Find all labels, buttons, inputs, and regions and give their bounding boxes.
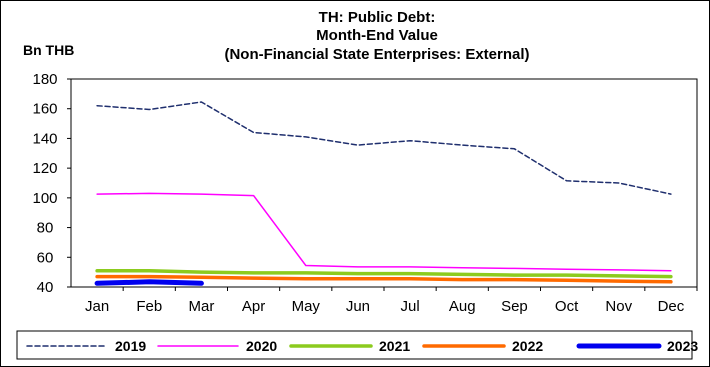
y-tick-label: 180 — [32, 71, 57, 88]
series-line-2023 — [94, 279, 204, 286]
plot-area — [94, 101, 673, 286]
y-tick-label: 140 — [32, 130, 57, 147]
y-tick-label: 60 — [37, 249, 54, 266]
chart-title: TH: Public Debt: Month-End Value (Non-Fi… — [224, 9, 529, 63]
x-tick-label: Oct — [555, 298, 579, 315]
y-tick-label: 100 — [32, 190, 57, 207]
x-tick-label: Mar — [188, 298, 214, 315]
legend-label-2021: 2021 — [379, 338, 410, 354]
x-tick-label: Feb — [136, 298, 162, 315]
chart-title-line-2: Month-End Value — [316, 27, 438, 44]
series-line-2021 — [95, 268, 673, 279]
chart-title-line-3: (Non-Financial State Enterprises: Extern… — [224, 46, 529, 63]
x-tick-label: Sep — [501, 298, 528, 315]
legend-label-2022: 2022 — [512, 338, 543, 354]
y-tick-label: 160 — [32, 101, 57, 118]
legend-label-2023: 2023 — [667, 338, 698, 354]
series-line-2019 — [96, 101, 672, 195]
legend: 2019 2020 2021 2022 2023 — [16, 330, 698, 360]
x-tick-label: Apr — [242, 298, 265, 315]
x-tick-label: Nov — [605, 298, 632, 315]
chart-title-line-1: TH: Public Debt: — [319, 9, 436, 26]
legend-label-2020: 2020 — [246, 338, 277, 354]
x-tick-label: Jul — [400, 298, 419, 315]
x-tick-label: Jun — [346, 298, 370, 315]
y-axis-label: Bn THB — [23, 42, 74, 58]
legend-label-2019: 2019 — [115, 338, 146, 354]
x-tick-label: Jan — [85, 298, 109, 315]
series-line-2022 — [95, 274, 673, 284]
x-tick-label: Aug — [449, 298, 476, 315]
y-tick-label: 120 — [32, 160, 57, 177]
x-tick-label: Dec — [658, 298, 685, 315]
series-line-2020 — [96, 192, 672, 272]
y-tick-label: 80 — [37, 220, 54, 237]
axes: 40 60 80 100 120 140 160 180 Jan Feb Mar Apr May Jun J… — [32, 71, 698, 315]
x-tick-label: May — [292, 298, 321, 315]
y-tick-label: 40 — [37, 279, 54, 296]
